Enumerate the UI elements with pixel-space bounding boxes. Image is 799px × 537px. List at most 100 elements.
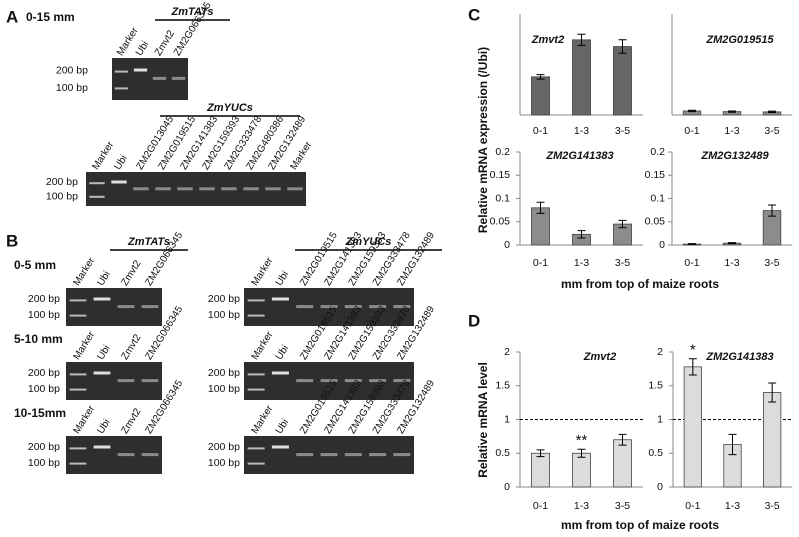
row-title: 0-5 mm — [14, 258, 56, 272]
size-marker: 100 bp — [56, 82, 88, 94]
band — [171, 76, 186, 80]
band — [369, 305, 387, 309]
lane-label: Ubi — [112, 153, 129, 172]
size-marker: 100 bp — [208, 457, 240, 469]
size-marker: 200 bp — [28, 441, 60, 453]
size-marker: 100 bp — [208, 309, 240, 321]
x-tick-label: 0-1 — [684, 125, 699, 137]
x-tick-label: 0-1 — [533, 500, 548, 512]
error-bar — [768, 204, 776, 217]
band — [243, 187, 259, 191]
band — [133, 187, 149, 191]
y-tick-label: 0.05 — [645, 216, 666, 228]
band — [247, 314, 265, 317]
gene-group: ZmTATs — [127, 236, 170, 248]
lane-label: Marker — [71, 255, 97, 288]
lane-label: Ubi — [95, 343, 112, 362]
band — [69, 447, 87, 450]
band — [296, 379, 314, 383]
error-bar — [728, 242, 736, 245]
band — [393, 305, 411, 309]
y-tick-label: 0.15 — [645, 169, 666, 181]
error-bar — [618, 39, 627, 54]
y-tick-label: 0 — [657, 481, 663, 493]
band — [114, 70, 129, 73]
bar — [683, 366, 702, 488]
band — [141, 305, 159, 309]
band — [320, 305, 338, 309]
y-tick-label: 0.5 — [495, 447, 510, 459]
panel-label: B — [6, 231, 18, 250]
bar — [572, 452, 591, 488]
band — [69, 388, 87, 391]
band — [117, 305, 135, 309]
band — [114, 87, 129, 90]
y-tick-label: 0.2 — [650, 146, 665, 158]
chart-title: Zmvt2 — [531, 34, 564, 46]
band — [247, 462, 265, 465]
band — [111, 180, 127, 184]
size-marker: 200 bp — [46, 176, 78, 188]
row-title: 5-10 mm — [14, 332, 63, 346]
lane-label: Marker — [250, 329, 276, 362]
size-marker: 200 bp — [208, 441, 240, 453]
error-bar — [577, 448, 586, 458]
bar — [531, 452, 550, 488]
band — [369, 379, 387, 383]
size-marker: 100 bp — [28, 457, 60, 469]
error-bar — [768, 110, 776, 114]
band — [287, 187, 303, 191]
band — [152, 76, 167, 80]
lane-label: Marker — [250, 255, 276, 288]
chart-title: ZM2G141383 — [705, 351, 773, 363]
row-title: 10-15mm — [14, 406, 66, 420]
band — [265, 187, 281, 191]
significance: ** — [576, 432, 588, 449]
lane-label: Ubi — [95, 417, 112, 436]
x-tick-label: 1-3 — [724, 257, 739, 269]
y-axis-label: Relative mRNA expression (/Ubi) — [476, 47, 490, 233]
x-tick-label: 3-5 — [765, 500, 780, 512]
size-marker: 200 bp — [208, 367, 240, 379]
band — [93, 297, 111, 301]
error-bar — [768, 382, 777, 403]
band — [296, 305, 314, 309]
y-axis-label: Relative mRNA level — [476, 362, 490, 478]
band — [117, 379, 135, 383]
band — [177, 187, 193, 191]
size-marker: 100 bp — [208, 383, 240, 395]
band — [247, 299, 265, 302]
x-tick-label: 3-5 — [764, 125, 779, 137]
size-marker: 100 bp — [28, 309, 60, 321]
error-bar — [728, 110, 736, 113]
error-bar — [536, 201, 545, 214]
size-marker: 200 bp — [56, 64, 88, 76]
error-bar — [688, 109, 696, 113]
band — [93, 371, 111, 375]
size-marker: 200 bp — [208, 293, 240, 305]
band — [344, 305, 362, 309]
band — [93, 445, 111, 449]
chart-title: ZM2G019515 — [705, 34, 774, 46]
gene-group: ZmYUCs — [345, 236, 392, 248]
y-tick-label: 1.5 — [648, 380, 663, 392]
bar — [572, 39, 591, 116]
x-tick-label: 0-1 — [685, 500, 700, 512]
x-tick-label: 3-5 — [764, 257, 779, 269]
lane-label: Ubi — [134, 39, 151, 58]
y-tick-label: 0 — [659, 239, 665, 251]
band — [89, 195, 105, 198]
lane-label: Marker — [71, 329, 97, 362]
band — [199, 187, 215, 191]
error-bar — [688, 358, 697, 376]
y-tick-label: 1 — [504, 413, 510, 425]
bar — [531, 76, 550, 116]
band — [393, 453, 411, 457]
x-tick-label: 3-5 — [615, 257, 630, 269]
band — [247, 388, 265, 391]
chart-title: ZM2G141383 — [545, 150, 613, 162]
x-tick-label: 1-3 — [725, 500, 740, 512]
x-axis-label: mm from top of maize roots — [561, 277, 719, 291]
bar — [763, 392, 782, 488]
